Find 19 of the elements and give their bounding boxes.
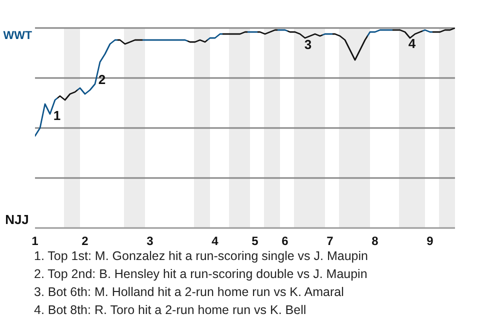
x-tick-label: 9 bbox=[426, 234, 434, 248]
text: NJJ bbox=[5, 212, 29, 227]
x-tick-label: 7 bbox=[326, 234, 334, 248]
annotation: 3 bbox=[304, 37, 312, 52]
ref-line-label: WWT bbox=[3, 30, 32, 42]
text: 3. Bot 6th: M. Holland hit a 2-run home run vs K. Amaral bbox=[34, 284, 345, 301]
x-tick-label: 2 bbox=[82, 234, 89, 248]
text: 1. Top 1st: M. Gonzalez hit a run-scoring single vs J. Maupin bbox=[34, 248, 368, 265]
x-tick-label: 5 bbox=[252, 234, 259, 248]
annotation: 4 bbox=[408, 36, 416, 51]
annotation: 1 bbox=[53, 108, 61, 123]
x-tick-label: 6 bbox=[282, 234, 289, 248]
text: 4. Bot 8th: R. Toro hit a 2-run home run vs K. Bell bbox=[34, 302, 308, 319]
x-tick-label: 8 bbox=[372, 234, 379, 248]
annotation: 2 bbox=[98, 72, 106, 87]
x-tick-label: 1 bbox=[32, 234, 39, 248]
x-tick-label: 3 bbox=[146, 234, 154, 248]
x-tick-label: 4 bbox=[212, 234, 219, 248]
text: 2. Top 2nd: B. Hensley hit a run-scoring double vs J. Maupin bbox=[34, 266, 368, 283]
